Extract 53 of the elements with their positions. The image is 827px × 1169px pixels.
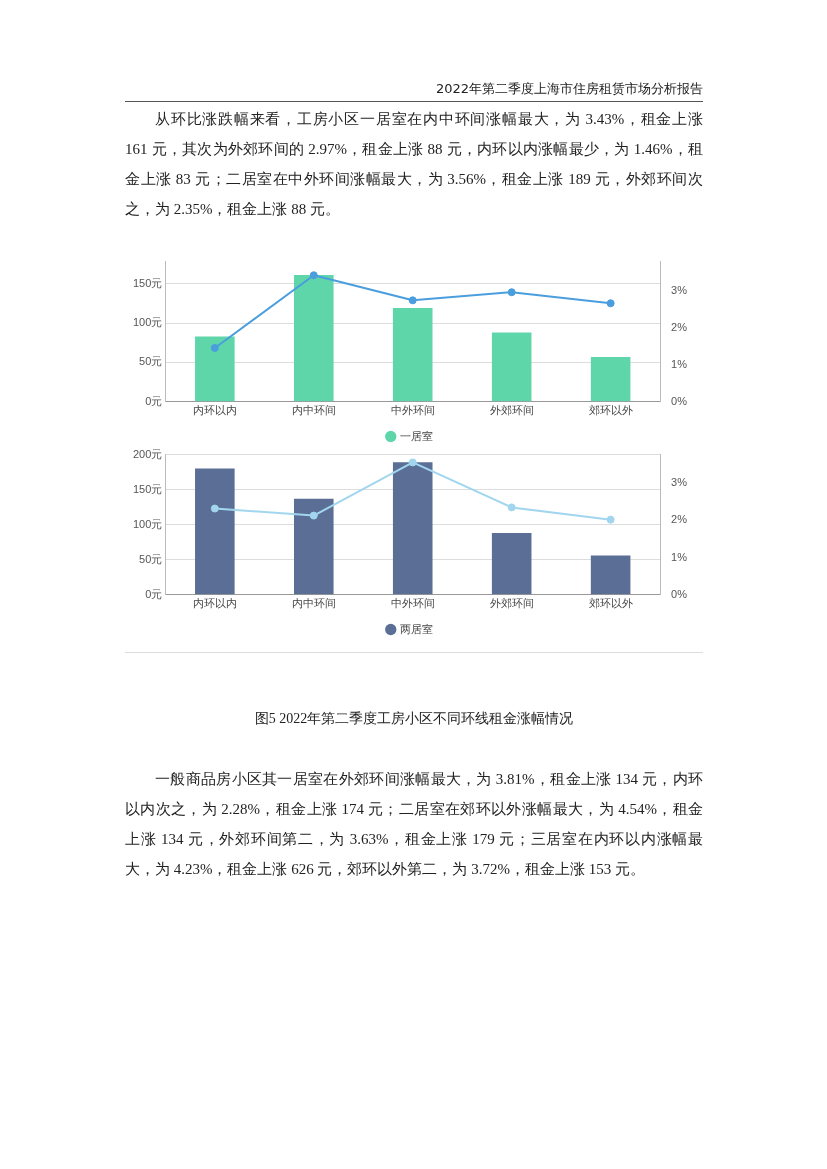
y-tick-label: 50元 — [139, 552, 163, 565]
x-tick-label: 郊环以外 — [588, 597, 633, 610]
bar — [491, 533, 532, 595]
point — [309, 271, 318, 280]
x-tick-label: 中外环间 — [390, 597, 435, 610]
x-tick-label: 中外环间 — [390, 404, 435, 417]
x-tick-label: 内环以内 — [192, 597, 237, 610]
caption: 图5 2022年第二季度工房小区不同环线租金涨幅情况 — [253, 710, 575, 728]
bar — [195, 468, 235, 595]
point — [606, 515, 615, 524]
y2-tick-label: 2% — [671, 513, 688, 526]
y2-tick-label: 2% — [671, 321, 688, 334]
x-tick-label: 内中环间 — [291, 404, 336, 417]
y2-tick-label: 3% — [671, 476, 688, 489]
y2-tick-label: 0% — [671, 394, 688, 407]
point — [210, 343, 219, 352]
y-tick-label: 150元 — [132, 276, 163, 289]
y2-tick-label: 1% — [671, 550, 688, 563]
y2-tick-label: 0% — [671, 587, 688, 600]
y-tick-label: 0元 — [145, 394, 163, 407]
bar — [392, 308, 433, 402]
y-tick-label: 150元 — [132, 482, 163, 495]
bar — [392, 462, 433, 595]
point — [507, 288, 516, 297]
y2-tick-label: 1% — [671, 357, 688, 370]
point — [210, 504, 219, 513]
point — [606, 299, 615, 308]
y2-tick-label: 3% — [671, 284, 688, 297]
y-tick-label: 200元 — [132, 447, 163, 460]
x-tick-label: 外郊环间 — [489, 404, 534, 417]
legend-label: 一居室 — [400, 429, 434, 442]
x-tick-label: 内环以内 — [192, 404, 237, 417]
x-tick-label: 郊环以外 — [588, 404, 633, 417]
point — [507, 503, 516, 512]
bar — [293, 274, 334, 402]
bar — [590, 555, 631, 595]
y-tick-label: 0元 — [145, 587, 163, 600]
point — [309, 511, 318, 520]
x-tick-label: 内中环间 — [291, 597, 336, 610]
legend-label: 两居室 — [400, 622, 434, 635]
text: 从环比涨跌幅来看，工房小区一居室在内中环间涨幅最大，为 3.43%，租金上涨 161 元，其次为外郊环间的 2.97%，租金上涨 88 元，内环以内涨幅最少，为 1.46%，租金上涨 83 元；二居室在中外环间涨幅最大，为 3.56%，租金上涨 189 元，外郊环间次之，为 2.35%，租金上涨 88 元。 — [125, 110, 703, 219]
bar — [590, 356, 631, 402]
y-tick-label: 100元 — [132, 517, 163, 530]
y-tick-label: 100元 — [132, 316, 163, 329]
point — [408, 458, 417, 467]
x-tick-label: 外郊环间 — [489, 597, 534, 610]
bar — [293, 498, 334, 595]
bar — [195, 336, 235, 402]
text: 一般商品房小区其一居室在外郊环间涨幅最大，为 3.81%，租金上涨 134 元，内环以内次之，为 2.28%，租金上涨 174 元；二居室在郊环以外涨幅最大，为 4.54%，租金上涨 134 元，外郊环间第二，为 3.63%，租金上涨 179 元；三居室在内环以内涨幅最大，为 4.23%，租金上涨 626 元，郊环以外第二，为 3.72%，租金上涨 153 元。 — [125, 770, 703, 879]
bar — [491, 332, 532, 402]
text: 2022年第二季度上海市住房租赁市场分析报告 — [125, 80, 703, 102]
y-tick-label: 50元 — [139, 355, 163, 368]
point — [408, 296, 417, 305]
